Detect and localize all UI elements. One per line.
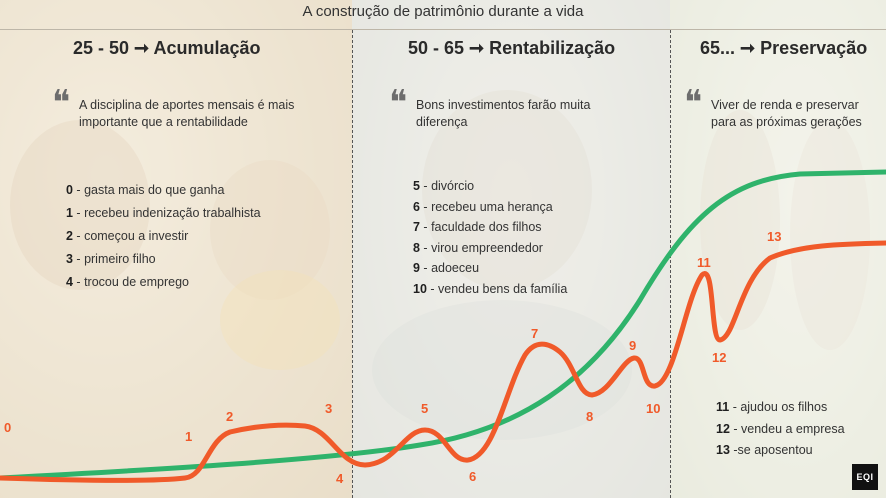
list-item: 13 -se aposentou — [716, 443, 813, 457]
quote-preservation: Viver de renda e preservar para as próxi… — [711, 98, 862, 129]
curve-point-label: 8 — [586, 409, 593, 424]
list-item: 12 - vendeu a empresa — [716, 421, 845, 436]
list-item: 2 - começou a investir — [66, 229, 189, 243]
ideal-wealth-curve — [0, 169, 886, 481]
title-underline — [0, 29, 886, 30]
quote-icon: ❝ — [52, 83, 71, 123]
curve-point-label: 6 — [469, 469, 476, 484]
list-item: 8 - virou empreendedor — [413, 240, 543, 255]
page-title: A construção de patrimônio durante a vid… — [302, 3, 584, 20]
list-item: 1 - recebeu indenização trabalhista — [66, 206, 261, 220]
event-list-accumulation: 0 - gasta mais do que ganha 1 - recebeu … — [66, 183, 261, 298]
curve-point-label: 13 — [767, 229, 781, 244]
list-item: 3 - primeiro filho — [66, 252, 156, 266]
quote-icon: ❝ — [389, 83, 408, 123]
list-item: 5 - divórcio — [413, 179, 475, 193]
phase-title-preservation: 65... ➞ Preservação — [700, 38, 868, 58]
phase-divider-2 — [670, 30, 671, 498]
phase-title-profitability: 50 - 65 ➞ Rentabilização — [408, 38, 616, 58]
curve-point-label: 7 — [531, 326, 538, 341]
event-list-preservation: 11 - ajudou os filhos 12 - vendeu a empr… — [716, 400, 845, 465]
phase-divider-1 — [352, 30, 353, 498]
brand-logo: EQI — [852, 464, 878, 490]
list-item: 11 - ajudou os filhos — [716, 400, 828, 414]
phase-title-accumulation: 25 - 50 ➞ Acumulação — [73, 38, 261, 58]
curve-point-label: 11 — [697, 255, 711, 270]
list-item: 10 - vendeu bens da família — [413, 281, 568, 296]
list-item: 6 - recebeu uma herança — [413, 199, 553, 214]
curve-point-label: 9 — [629, 338, 636, 353]
quote-profitability: Bons investimentos farão muita diferença — [416, 98, 591, 129]
list-item: 0 - gasta mais do que ganha — [66, 183, 225, 197]
event-list-profitability: 5 - divórcio 6 - recebeu uma herança 7 -… — [413, 179, 567, 302]
list-item: 4 - trocou de emprego — [66, 275, 189, 289]
curve-point-label: 10 — [646, 401, 660, 416]
quote-icon: ❝ — [684, 83, 703, 123]
real-wealth-curve — [0, 240, 886, 483]
list-item: 7 - faculdade dos filhos — [413, 220, 542, 234]
list-item: 9 - adoeceu — [413, 261, 480, 275]
quote-accumulation: A disciplina de aportes mensais é mais i… — [79, 98, 295, 129]
curve-point-label: 1 — [185, 429, 192, 444]
curve-point-label: 0 — [4, 420, 11, 435]
curve-point-label: 3 — [325, 401, 332, 416]
curve-point-label: 2 — [226, 409, 233, 424]
curve-point-label: 5 — [421, 401, 428, 416]
curve-point-label: 12 — [712, 350, 726, 365]
curve-point-label: 4 — [336, 471, 344, 486]
